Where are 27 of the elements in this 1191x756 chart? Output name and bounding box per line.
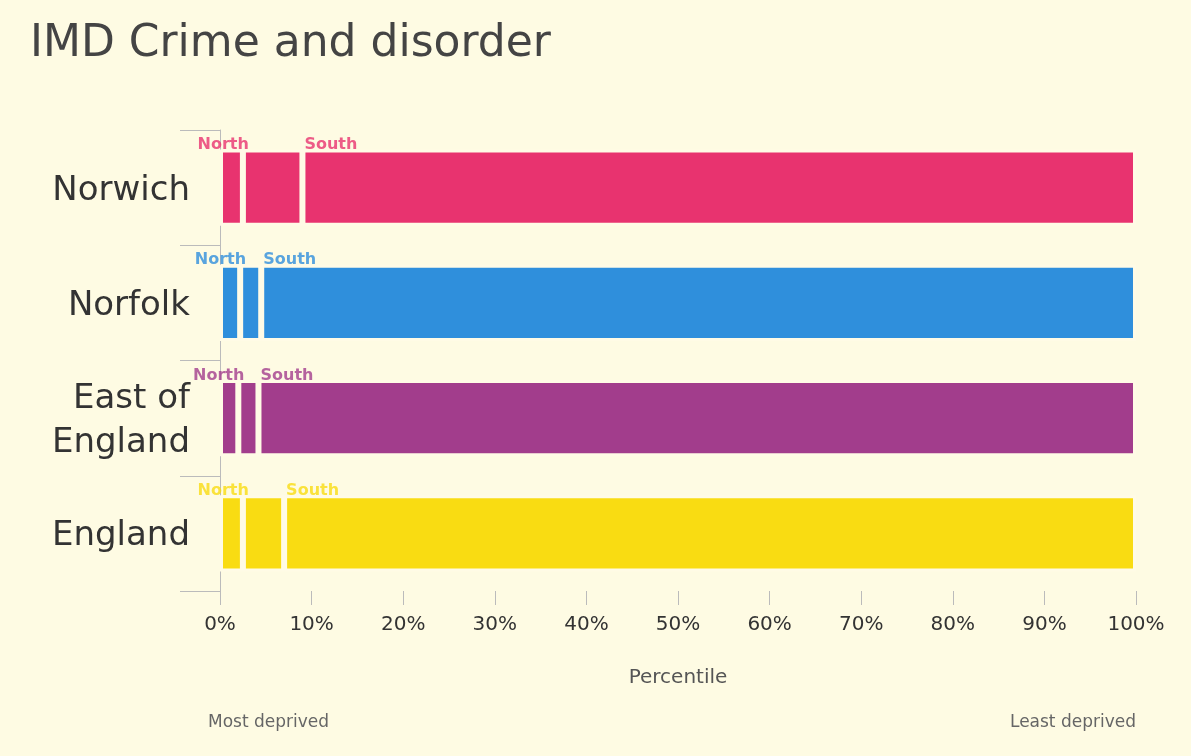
y-tick-label: England bbox=[51, 513, 190, 554]
x-tick-label: 90% bbox=[1022, 611, 1067, 635]
annotation: North bbox=[197, 479, 249, 499]
y-tick-label: Norfolk bbox=[67, 282, 191, 323]
annotation: North bbox=[197, 134, 249, 154]
annotation: South bbox=[260, 364, 314, 384]
x-tick-label: 50% bbox=[655, 611, 701, 635]
x-axis-title: Percentile bbox=[628, 664, 728, 688]
x-tick-label: 70% bbox=[838, 611, 884, 635]
x-tick-label: 100% bbox=[1107, 611, 1165, 635]
y-tick-label: Norwich bbox=[52, 167, 190, 208]
annotation: South bbox=[263, 249, 317, 269]
x-tick-label: 10% bbox=[289, 611, 334, 635]
text: Least deprived bbox=[1009, 710, 1137, 731]
chart-title: IMD Crime and disorder bbox=[30, 14, 552, 66]
annotation: South bbox=[286, 479, 340, 499]
annotation: North bbox=[193, 364, 245, 384]
y-tick-label: East of England bbox=[51, 376, 192, 461]
x-tick-label: 80% bbox=[930, 611, 976, 635]
x-tick-label: 0% bbox=[204, 611, 236, 635]
x-tick-label: 40% bbox=[564, 611, 609, 635]
annotation: South bbox=[304, 134, 358, 154]
x-tick-label: 20% bbox=[380, 611, 426, 635]
annotation: North bbox=[194, 249, 247, 269]
x-tick-label: 30% bbox=[472, 611, 518, 635]
text: Most deprived bbox=[208, 710, 330, 731]
x-tick-label: 60% bbox=[747, 611, 792, 635]
